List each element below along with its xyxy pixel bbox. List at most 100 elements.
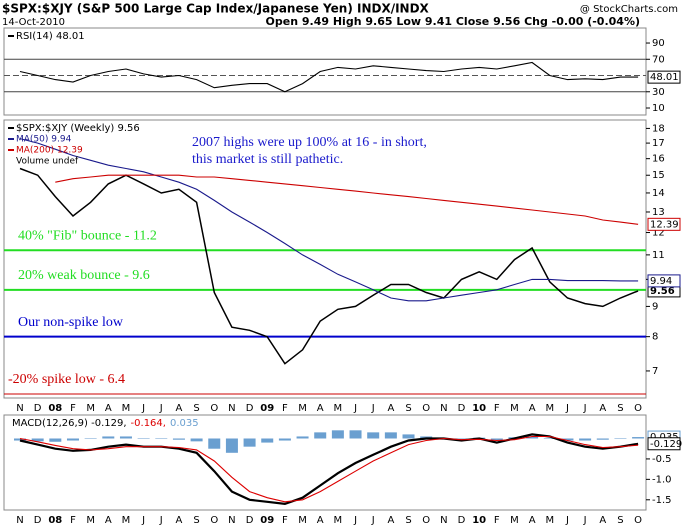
y-tick-label: 70: [652, 54, 665, 65]
x-tick-label: D: [34, 403, 42, 414]
x-tick-label: N: [16, 403, 23, 414]
histogram-bar: [190, 438, 203, 442]
x-tick-label: J: [565, 515, 569, 525]
x-tick-label: J: [565, 403, 569, 414]
histogram-bar: [261, 438, 274, 443]
legend-note: Volume undef: [16, 157, 79, 167]
series-line: [19, 61, 639, 93]
x-tick-label: M: [545, 403, 554, 414]
series-line: [19, 433, 639, 506]
x-tick-label: M: [122, 515, 131, 525]
x-tick-label: N: [440, 515, 447, 525]
histogram-bar: [172, 438, 185, 440]
histogram-bar: [632, 437, 645, 439]
legend-entry: MA(50) 9.94: [16, 135, 72, 145]
x-tick-label: F: [282, 515, 288, 525]
x-tick-label: J: [371, 403, 375, 414]
histogram-bar: [543, 438, 556, 439]
histogram-bar: [526, 436, 539, 439]
x-tick-label: 09: [260, 403, 274, 414]
y-tick-label: 8: [652, 332, 658, 343]
x-tick-label: M: [86, 403, 95, 414]
x-tick-label: J: [583, 403, 587, 414]
y-tick-label: 9: [652, 301, 658, 312]
x-tick-label: 09: [260, 515, 274, 525]
legend-entry: RSI(14) 48.01: [16, 31, 85, 42]
chart-title: $SPX:$XJY (S&P 500 Large Cap Index/Japan…: [2, 2, 430, 16]
y-tick-label: 12: [652, 228, 665, 239]
x-tick-label: M: [334, 515, 343, 525]
y-tick-label: 15: [652, 170, 665, 181]
x-tick-label: M: [545, 515, 554, 525]
value-box: [647, 217, 681, 231]
histogram-bar: [331, 430, 344, 439]
x-tick-label: O: [210, 403, 218, 414]
y-tick-label: 10: [652, 103, 665, 114]
y-tick-label: 13: [652, 207, 665, 218]
x-tick-label: M: [334, 403, 343, 414]
legend-entry: MACD(12,26,9) -0.129,: [12, 418, 127, 429]
x-tick-label: 08: [48, 515, 62, 525]
legend-entry: $SPX:$XJY (Weekly) 9.56: [16, 123, 140, 134]
x-tick-label: A: [105, 403, 112, 414]
x-tick-label: J: [141, 515, 145, 525]
x-tick-label: N: [228, 403, 235, 414]
histogram-bar: [455, 438, 468, 440]
annotation: 2007 highs were up 100% at 16 - in short…: [192, 135, 427, 167]
x-tick-label: J: [159, 515, 163, 525]
x-tick-label: M: [510, 515, 519, 525]
value-box: [647, 274, 681, 288]
x-tick-label: N: [228, 515, 235, 525]
x-tick-label: A: [599, 515, 606, 525]
x-tick-label: M: [510, 403, 519, 414]
x-tick-label: J: [353, 403, 357, 414]
level-label: 40% "Fib" bounce - 11.2: [18, 228, 157, 243]
panel-frame: [3, 119, 647, 399]
date: 14-Oct-2010: [2, 17, 65, 28]
histogram-bar: [14, 438, 26, 441]
y-tick-label: 90: [652, 38, 665, 49]
y-tick-label: 30: [652, 87, 665, 98]
histogram-bar: [243, 438, 256, 447]
y-tick-label: -0.5: [652, 454, 672, 465]
series-line: [19, 138, 639, 302]
x-tick-label: M: [122, 403, 131, 414]
histogram-bar: [596, 438, 609, 440]
quote: Open 9.49 High 9.65 Low 9.41 Close 9.56 …: [266, 15, 640, 28]
y-tick-label: 11: [652, 250, 665, 261]
x-tick-label: A: [529, 515, 536, 525]
x-tick-label: A: [317, 515, 324, 525]
y-tick-label: 18: [652, 123, 665, 134]
x-tick-label: S: [405, 515, 411, 525]
x-tick-label: O: [634, 403, 642, 414]
histogram-bar: [579, 438, 592, 441]
x-tick-label: S: [617, 403, 623, 414]
x-tick-label: D: [458, 515, 466, 525]
histogram-bar: [225, 438, 238, 453]
value-box-label: 9.94: [650, 276, 672, 287]
x-tick-label: F: [494, 403, 500, 414]
value-box-label: 12.39: [650, 219, 679, 230]
y-tick-label: 16: [652, 154, 665, 165]
histogram-bar: [490, 438, 503, 441]
x-tick-label: M: [298, 403, 307, 414]
x-tick-label: N: [16, 515, 23, 525]
histogram-bar: [119, 436, 132, 439]
x-tick-label: J: [159, 403, 163, 414]
x-tick-label: J: [583, 515, 587, 525]
y-tick-label: -1.0: [652, 474, 672, 485]
x-tick-label: 08: [48, 403, 62, 414]
x-tick-label: 10: [472, 403, 486, 414]
histogram-bar: [49, 438, 62, 442]
histogram-bar: [367, 432, 380, 439]
x-tick-label: D: [34, 515, 42, 525]
histogram-bar: [296, 436, 309, 439]
panel-frame: [3, 414, 647, 511]
x-tick-label: A: [599, 403, 606, 414]
panel-frame: [3, 27, 647, 116]
histogram-bar: [31, 438, 44, 442]
x-tick-label: F: [282, 403, 288, 414]
legend-entry: -0.164,: [131, 418, 166, 429]
source: @ StockCharts.com: [580, 4, 678, 15]
